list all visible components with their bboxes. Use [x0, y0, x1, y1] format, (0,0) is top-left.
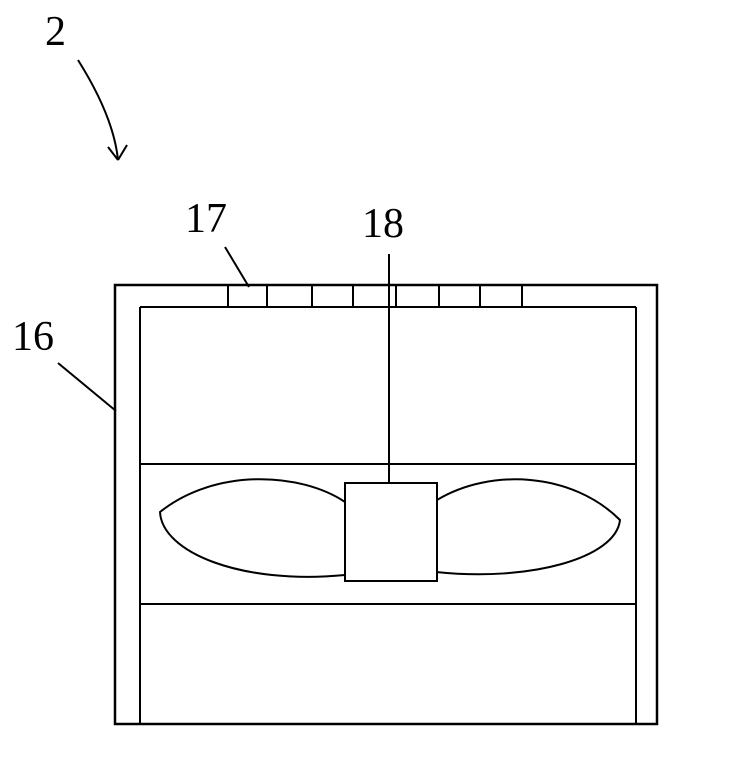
fan-hub [345, 483, 437, 581]
fan-blade-left [160, 479, 345, 577]
fan-blade-right [436, 479, 620, 574]
main-diagram [0, 0, 729, 772]
